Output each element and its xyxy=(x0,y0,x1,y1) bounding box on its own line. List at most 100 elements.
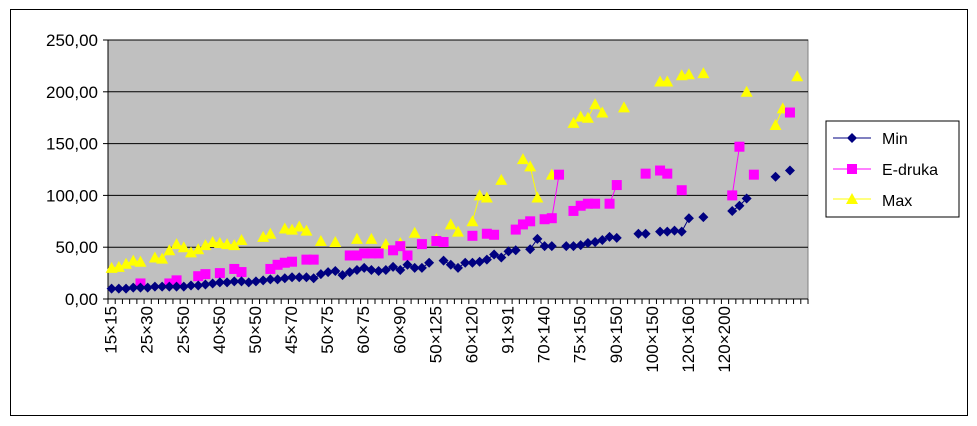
data-point xyxy=(574,110,587,122)
y-tick-label: 50,00 xyxy=(55,238,98,257)
data-point xyxy=(214,268,225,279)
data-point xyxy=(669,225,680,236)
data-point xyxy=(611,232,622,243)
data-point xyxy=(388,245,399,256)
data-point xyxy=(617,101,630,113)
x-tick-label: 70×140 xyxy=(535,306,554,363)
data-point xyxy=(164,281,175,292)
data-point xyxy=(135,282,146,293)
data-point xyxy=(640,168,651,179)
data-point xyxy=(467,230,478,241)
data-point xyxy=(561,241,572,252)
data-point xyxy=(683,213,694,224)
data-point xyxy=(380,264,391,275)
data-point xyxy=(682,68,695,80)
data-point xyxy=(315,269,326,280)
data-point xyxy=(170,238,183,250)
data-point xyxy=(467,257,478,268)
data-point xyxy=(676,226,687,237)
data-point xyxy=(575,200,586,211)
data-point xyxy=(662,226,673,237)
data-point xyxy=(604,231,615,242)
series-e-druka xyxy=(135,107,795,289)
data-point xyxy=(727,190,738,201)
x-tick-label: 50×50 xyxy=(246,306,265,354)
data-point xyxy=(258,275,269,286)
data-point xyxy=(301,254,312,265)
data-point xyxy=(661,75,674,87)
x-tick-label: 60×120 xyxy=(462,306,481,363)
x-tick-label: 100×150 xyxy=(643,306,662,373)
data-point xyxy=(481,228,492,239)
data-point xyxy=(264,227,277,239)
data-point xyxy=(698,212,709,223)
data-point xyxy=(481,254,492,265)
data-point xyxy=(359,262,370,273)
data-point xyxy=(171,281,182,292)
data-point xyxy=(221,238,234,250)
data-point xyxy=(575,240,586,251)
data-point xyxy=(112,260,125,272)
data-point xyxy=(365,232,378,244)
data-point xyxy=(148,251,161,263)
data-point xyxy=(314,234,327,246)
data-point xyxy=(567,116,580,128)
y-tick-label: 0,00 xyxy=(65,290,98,309)
data-point xyxy=(741,193,752,204)
data-point xyxy=(431,235,442,246)
data-point xyxy=(444,218,457,230)
data-point xyxy=(489,249,500,260)
series-line xyxy=(731,146,740,196)
plot-background xyxy=(107,39,809,300)
data-point xyxy=(142,282,153,293)
data-point xyxy=(272,274,283,285)
data-point xyxy=(633,228,644,239)
data-point xyxy=(409,262,420,273)
data-point xyxy=(510,245,521,256)
x-tick-label: 90×150 xyxy=(607,306,626,363)
legend-marker-diamond xyxy=(847,133,857,143)
data-point xyxy=(517,219,528,230)
data-point xyxy=(193,280,204,291)
data-point xyxy=(293,220,306,232)
data-point xyxy=(106,283,117,294)
data-point xyxy=(568,241,579,252)
data-point xyxy=(554,169,565,180)
data-point xyxy=(250,276,261,287)
y-tick-label: 250,00 xyxy=(46,31,98,50)
x-tick-label: 25×30 xyxy=(138,306,157,354)
legend-label: Max xyxy=(882,193,912,210)
data-point xyxy=(408,226,421,238)
y-tick-label: 200,00 xyxy=(46,83,98,102)
data-point xyxy=(351,264,362,275)
data-point xyxy=(156,252,169,264)
data-point xyxy=(748,169,759,180)
data-point xyxy=(184,246,197,258)
data-point xyxy=(301,272,312,283)
data-point xyxy=(149,281,160,292)
data-point xyxy=(784,165,795,176)
data-point xyxy=(199,239,212,251)
data-point xyxy=(178,281,189,292)
data-point xyxy=(134,255,147,267)
data-point xyxy=(373,266,384,277)
data-point xyxy=(546,213,557,224)
data-point xyxy=(344,267,355,278)
data-point xyxy=(278,222,291,234)
data-point xyxy=(366,264,377,275)
data-point xyxy=(791,70,804,82)
data-point xyxy=(163,244,176,256)
data-point xyxy=(359,248,370,259)
data-point xyxy=(480,191,493,203)
data-point xyxy=(308,254,319,265)
data-point xyxy=(525,216,536,227)
data-point xyxy=(286,223,299,235)
data-point xyxy=(582,198,593,209)
data-point xyxy=(474,256,485,267)
data-point xyxy=(611,180,622,191)
data-point xyxy=(235,233,248,245)
data-point xyxy=(590,237,601,248)
x-tick-label: 60×90 xyxy=(390,306,409,354)
data-point xyxy=(590,198,601,209)
legend: Min E-druka Max xyxy=(825,120,960,218)
